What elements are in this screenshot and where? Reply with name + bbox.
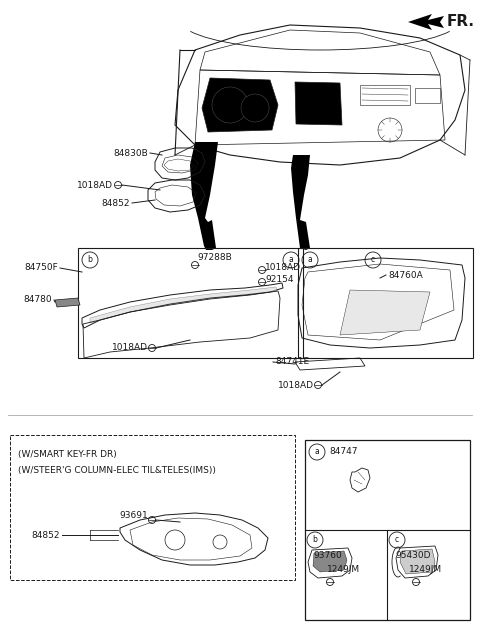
Text: (W/SMART KEY-FR DR): (W/SMART KEY-FR DR) bbox=[18, 450, 117, 459]
Text: 1018AD: 1018AD bbox=[278, 381, 314, 389]
Polygon shape bbox=[90, 287, 277, 323]
Polygon shape bbox=[313, 551, 347, 572]
Bar bbox=[298, 248, 473, 358]
Polygon shape bbox=[190, 142, 218, 250]
Text: 1249JM: 1249JM bbox=[409, 566, 442, 575]
Polygon shape bbox=[340, 290, 430, 335]
Bar bbox=[360, 85, 410, 105]
Polygon shape bbox=[400, 549, 435, 574]
Text: 84747: 84747 bbox=[329, 447, 358, 457]
Text: 84830B: 84830B bbox=[113, 149, 148, 158]
Polygon shape bbox=[291, 155, 310, 250]
Text: 84852: 84852 bbox=[32, 530, 60, 539]
Polygon shape bbox=[55, 298, 80, 307]
Bar bbox=[305, 440, 470, 620]
Circle shape bbox=[241, 94, 269, 122]
Text: 93691: 93691 bbox=[119, 510, 148, 520]
Circle shape bbox=[212, 87, 248, 123]
Text: 84852: 84852 bbox=[101, 198, 130, 207]
Bar bbox=[10, 435, 295, 580]
Text: a: a bbox=[308, 256, 312, 265]
Text: 1018AD: 1018AD bbox=[112, 343, 148, 353]
Text: (W/STEER'G COLUMN-ELEC TIL&TELES(IMS)): (W/STEER'G COLUMN-ELEC TIL&TELES(IMS)) bbox=[18, 466, 216, 476]
Text: 93760: 93760 bbox=[313, 551, 342, 559]
Polygon shape bbox=[408, 14, 444, 30]
Text: a: a bbox=[314, 447, 319, 457]
Text: c: c bbox=[395, 536, 399, 544]
Polygon shape bbox=[295, 82, 342, 125]
Text: 1249JM: 1249JM bbox=[327, 566, 360, 575]
Text: 1018AD: 1018AD bbox=[77, 181, 113, 190]
Text: 84750F: 84750F bbox=[24, 263, 58, 273]
Text: b: b bbox=[87, 256, 93, 265]
Text: 84760A: 84760A bbox=[388, 270, 423, 280]
Text: 95430D: 95430D bbox=[395, 551, 431, 559]
Polygon shape bbox=[202, 78, 278, 132]
Text: FR.: FR. bbox=[447, 14, 475, 30]
Text: 92154: 92154 bbox=[265, 275, 293, 285]
Text: 84780: 84780 bbox=[24, 295, 52, 304]
Text: b: b bbox=[312, 536, 317, 544]
Text: 1018AD: 1018AD bbox=[265, 263, 301, 273]
Bar bbox=[78, 248, 303, 358]
Text: c: c bbox=[371, 256, 375, 265]
Text: 84741E: 84741E bbox=[275, 357, 309, 367]
Text: a: a bbox=[288, 256, 293, 265]
Bar bbox=[415, 88, 440, 103]
Text: 97288B: 97288B bbox=[197, 253, 232, 263]
